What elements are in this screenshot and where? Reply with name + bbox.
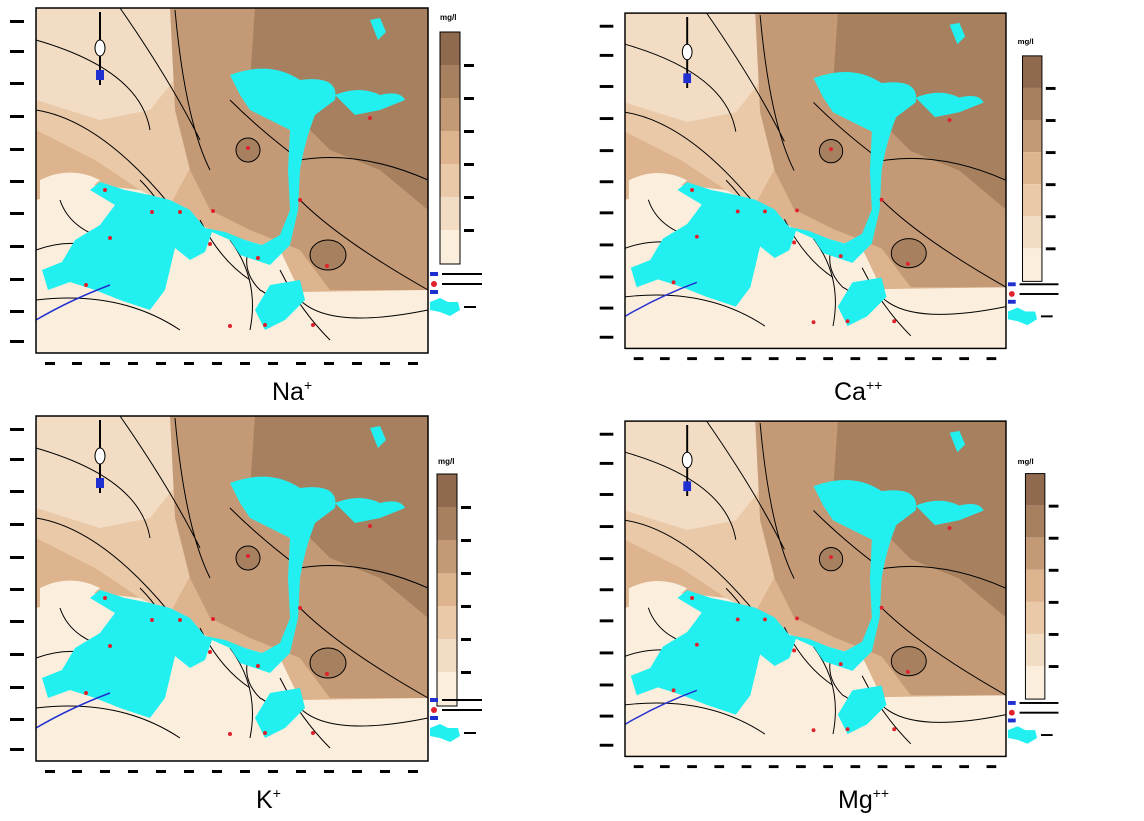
caption-ca: Ca++ <box>834 377 883 406</box>
legend-title-k: mg/l <box>438 457 454 466</box>
legend-title-na: mg/l <box>440 13 456 22</box>
caption-mg: Mg++ <box>838 785 890 814</box>
ion-charge-mg: ++ <box>872 785 890 801</box>
ion-charge-na: + <box>303 377 313 393</box>
ion-symbol-ca: Ca <box>834 378 866 406</box>
legend-title-mg: mg/l <box>1018 457 1034 466</box>
contour-map-k: mg/l <box>9 415 482 774</box>
contour-map-ca: mg/l <box>598 12 1059 362</box>
ion-symbol-mg: Mg <box>838 786 873 814</box>
caption-k: K+ <box>256 785 281 814</box>
map-panel-k: mg/l <box>0 408 570 788</box>
contour-map-na: mg/l <box>9 7 482 366</box>
ion-charge-ca: ++ <box>865 377 883 393</box>
caption-na: Na+ <box>272 377 313 406</box>
map-panel-ca: mg/l <box>590 0 1144 380</box>
legend-title-ca: mg/l <box>1018 37 1034 46</box>
map-panel-na: mg/l <box>0 0 570 380</box>
ion-charge-k: + <box>272 785 281 801</box>
ion-symbol-k: K <box>256 786 273 814</box>
contour-map-mg: mg/l <box>598 420 1059 770</box>
ion-symbol-na: Na <box>272 378 304 406</box>
map-panel-mg: mg/l <box>590 408 1144 788</box>
